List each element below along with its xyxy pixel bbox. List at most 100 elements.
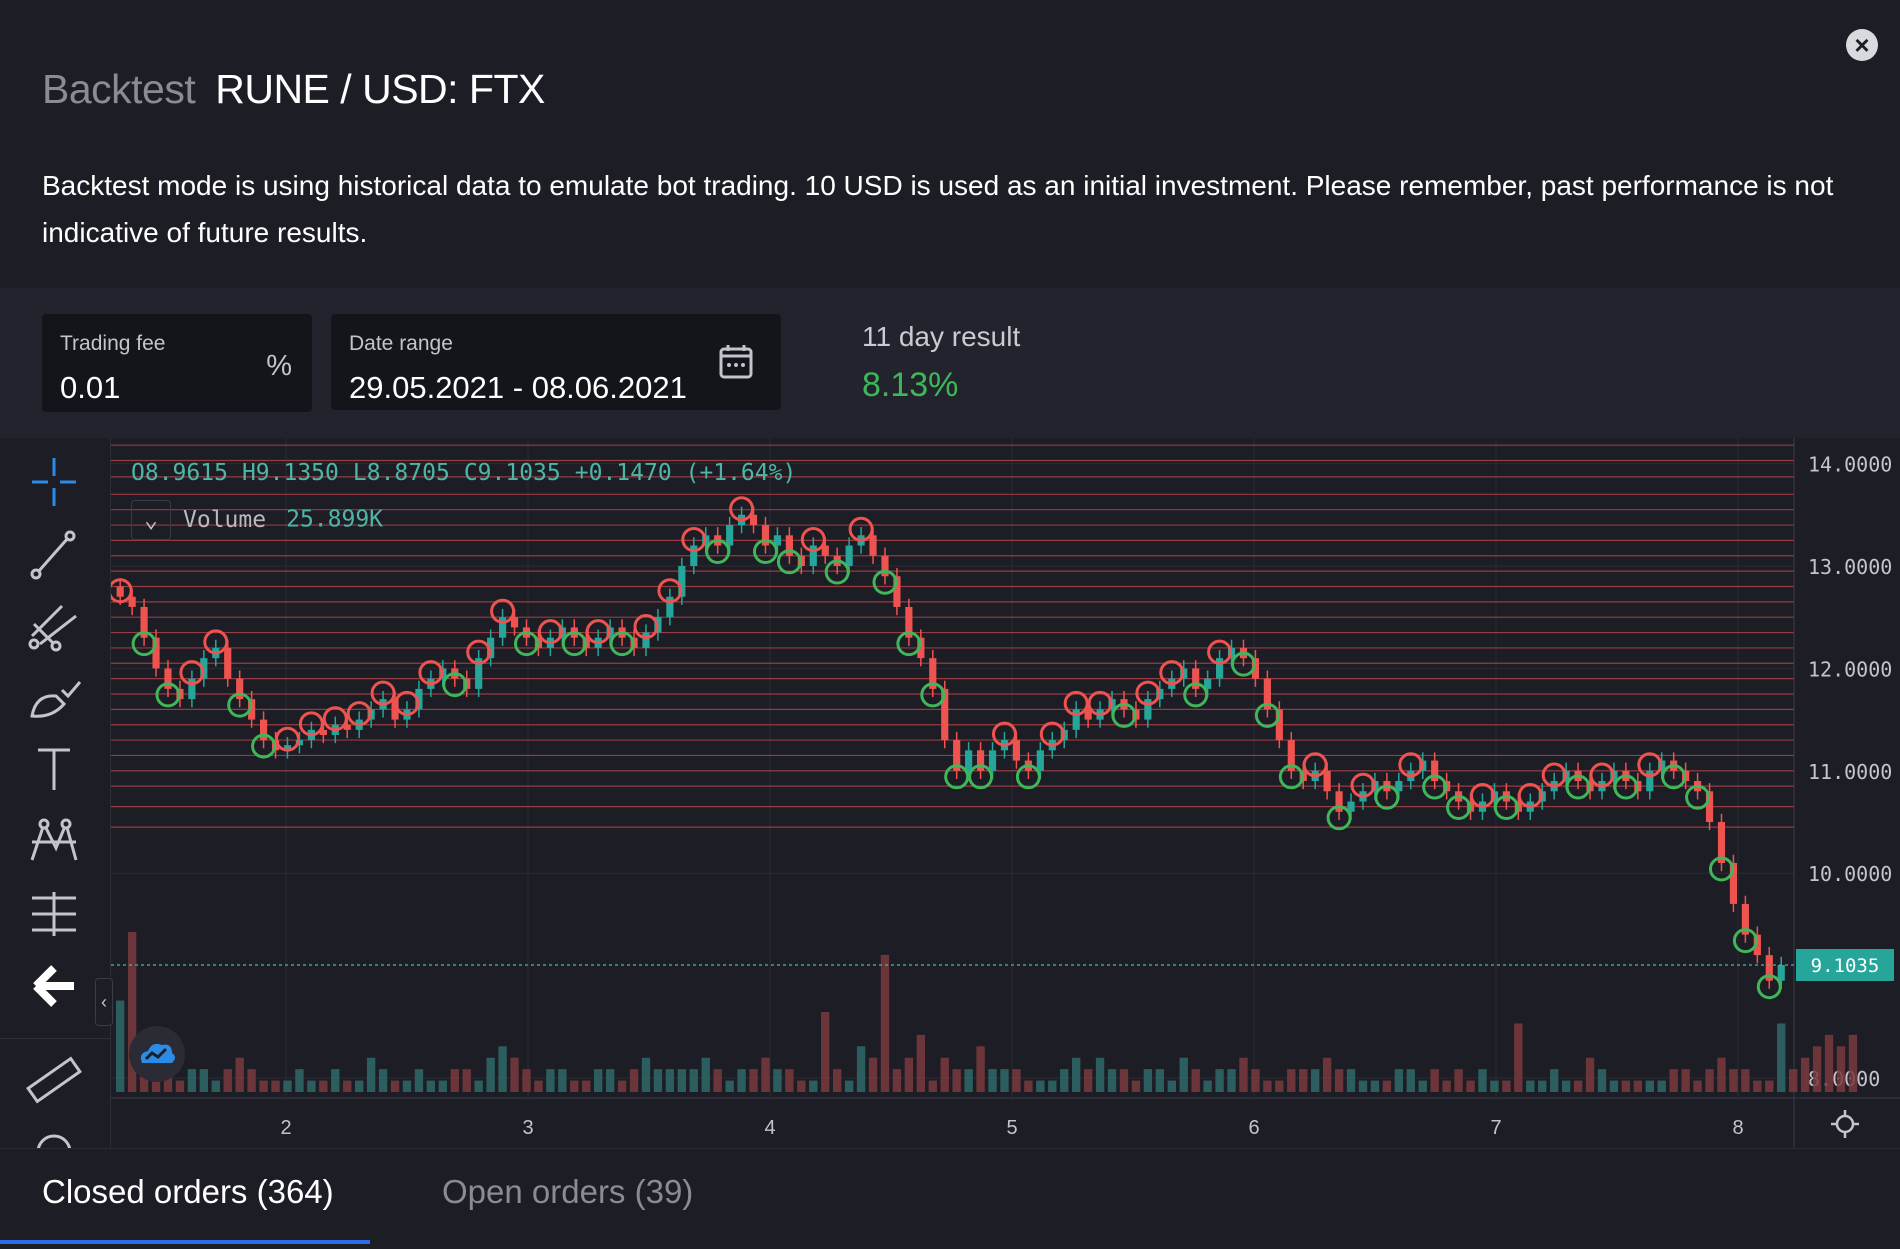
volume-bar <box>295 1069 304 1092</box>
sell-marker <box>537 619 563 645</box>
sell-marker <box>1589 762 1615 788</box>
volume-bar <box>1705 1069 1714 1092</box>
sell-marker <box>585 619 611 645</box>
magnet-icon[interactable] <box>22 1122 86 1148</box>
candle-body <box>1705 791 1714 822</box>
volume-bar <box>187 1069 197 1092</box>
candle-body <box>1323 770 1331 792</box>
candle-body <box>1729 862 1738 904</box>
volume-bar <box>1442 1080 1451 1092</box>
volume-bar <box>1012 1069 1021 1092</box>
back-arrow-icon[interactable] <box>22 956 86 1016</box>
volume-bar <box>1179 1057 1188 1092</box>
price-chart[interactable]: 2 3 4 5 6 7 8 14.0000 13.0000 12.0000 11.0000 10.00… <box>95 438 1900 1148</box>
candle-body <box>1192 668 1200 689</box>
volume-bar <box>761 1057 770 1092</box>
sell-marker <box>1207 639 1233 665</box>
candle-body <box>1036 750 1044 771</box>
trading-fee-field[interactable]: Trading fee 0.01 % <box>42 314 312 412</box>
page-title: Backtest RUNE / USD: FTX <box>42 66 545 113</box>
header: Backtest RUNE / USD: FTX × Backtest mode … <box>0 0 1900 288</box>
x-tick-label: 2 <box>280 1117 291 1139</box>
volume-bar <box>1597 1069 1607 1092</box>
volume-bar <box>1370 1080 1380 1092</box>
date-range-field[interactable]: Date range 29.05.2021 - 08.06.2021 <box>331 314 781 410</box>
tab-closed-orders[interactable]: Closed orders (364) <box>42 1173 334 1210</box>
crosshair-icon[interactable] <box>22 452 86 512</box>
volume-bar <box>988 1069 997 1092</box>
candle-body <box>690 545 698 566</box>
tab-open-orders[interactable]: Open orders (39) <box>442 1173 694 1210</box>
legend-open: O8.9615 <box>131 460 228 486</box>
date-range-label: Date range <box>349 332 453 355</box>
volume-bar <box>1657 1080 1666 1092</box>
brush-icon[interactable] <box>22 668 86 728</box>
volume-bar <box>1072 1057 1081 1092</box>
volume-bar <box>952 1069 961 1092</box>
volume-bar <box>582 1080 591 1092</box>
fib-icon[interactable] <box>22 596 86 656</box>
trend-line-icon[interactable] <box>22 524 86 584</box>
candle-body <box>761 525 770 546</box>
volume-bar <box>283 1080 292 1092</box>
sell-marker <box>1350 772 1376 798</box>
buy-marker <box>561 631 587 657</box>
sell-marker <box>274 726 300 752</box>
pattern-icon[interactable] <box>22 812 86 872</box>
buy-marker <box>1254 702 1280 728</box>
close-button[interactable]: × <box>1846 29 1878 61</box>
ruler-icon[interactable] <box>22 1050 86 1110</box>
volume-bar <box>713 1069 722 1092</box>
volume-bar <box>1299 1069 1308 1092</box>
candle-body <box>893 576 901 607</box>
volume-bar <box>1060 1069 1069 1092</box>
volume-value: 25.899K <box>286 506 384 533</box>
volume-bar <box>1693 1080 1702 1092</box>
candle-body <box>773 535 782 546</box>
x-tick-label: 4 <box>764 1117 775 1139</box>
sell-marker <box>1039 721 1065 747</box>
candle-body <box>1287 740 1295 771</box>
candle-body <box>941 688 949 741</box>
volume-bar <box>797 1080 806 1092</box>
calendar-icon[interactable] <box>719 344 753 380</box>
volume-bar <box>462 1069 471 1092</box>
volume-bar <box>1334 1069 1344 1092</box>
buy-marker <box>752 539 778 565</box>
volume-bar <box>235 1057 244 1092</box>
chevron-down-icon[interactable]: ⌄ <box>131 500 171 540</box>
text-icon[interactable] <box>22 740 86 800</box>
chart-svg[interactable]: 2 3 4 5 6 7 8 14.0000 13.0000 12.0000 11.0000 10.00… <box>107 438 1900 1148</box>
sell-marker <box>1063 690 1089 716</box>
title-pair: RUNE / USD: FTX <box>215 66 545 112</box>
volume-bar <box>1406 1069 1415 1092</box>
buy-marker <box>944 764 970 790</box>
volume-bar <box>1681 1069 1690 1092</box>
sell-marker <box>203 629 229 655</box>
trading-fee-input[interactable]: 0.01 <box>60 370 121 405</box>
candle-body <box>1395 781 1403 792</box>
settings-icon[interactable] <box>1829 1108 1861 1140</box>
sell-marker <box>1398 752 1424 778</box>
date-range-input[interactable]: 29.05.2021 - 08.06.2021 <box>349 370 687 405</box>
x-tick-label: 8 <box>1732 1117 1743 1139</box>
candle-body <box>487 637 495 659</box>
candle-body <box>965 750 973 771</box>
volume-bar <box>1645 1080 1654 1092</box>
sell-marker <box>800 527 826 553</box>
measure-icon[interactable] <box>22 884 86 944</box>
volume-bar <box>1287 1069 1296 1092</box>
candle-body <box>128 596 136 607</box>
volume-bar <box>414 1069 424 1092</box>
candle-body <box>726 525 734 546</box>
candle-body <box>845 545 853 566</box>
volume-bar <box>1239 1057 1248 1092</box>
collapse-icon[interactable]: ‹ <box>95 978 113 1026</box>
result-value: 8.13% <box>862 366 959 404</box>
volume-bar <box>355 1080 364 1092</box>
candle-body <box>391 699 399 720</box>
y-tick-label: 14.0000 <box>1808 453 1892 477</box>
volume-bar <box>259 1080 268 1092</box>
volume-bar <box>1478 1069 1487 1092</box>
candle-body <box>1275 709 1283 741</box>
